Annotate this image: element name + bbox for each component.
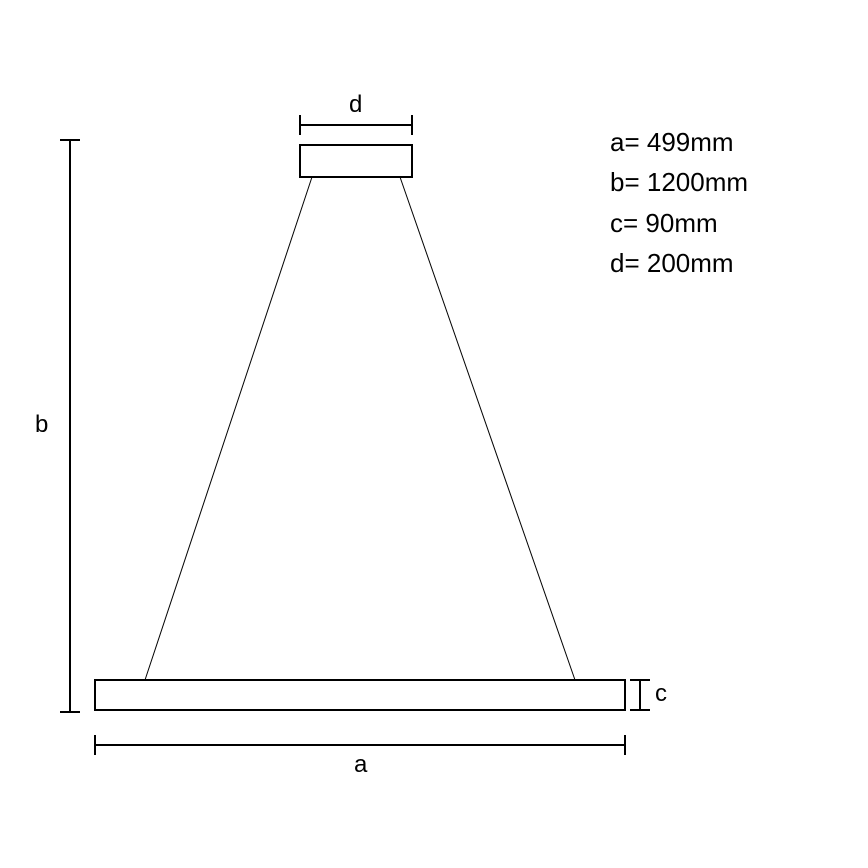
- label-a: a: [354, 751, 367, 779]
- legend-line-b: b= 1200mm: [610, 162, 748, 202]
- legend-line-a: a= 499mm: [610, 122, 748, 162]
- legend-line-d: d= 200mm: [610, 243, 748, 283]
- dimension-legend: a= 499mm b= 1200mm c= 90mm d= 200mm: [610, 122, 748, 283]
- label-d: d: [349, 91, 362, 119]
- legend-line-c: c= 90mm: [610, 203, 748, 243]
- label-c: c: [655, 680, 667, 708]
- label-b: b: [35, 411, 48, 439]
